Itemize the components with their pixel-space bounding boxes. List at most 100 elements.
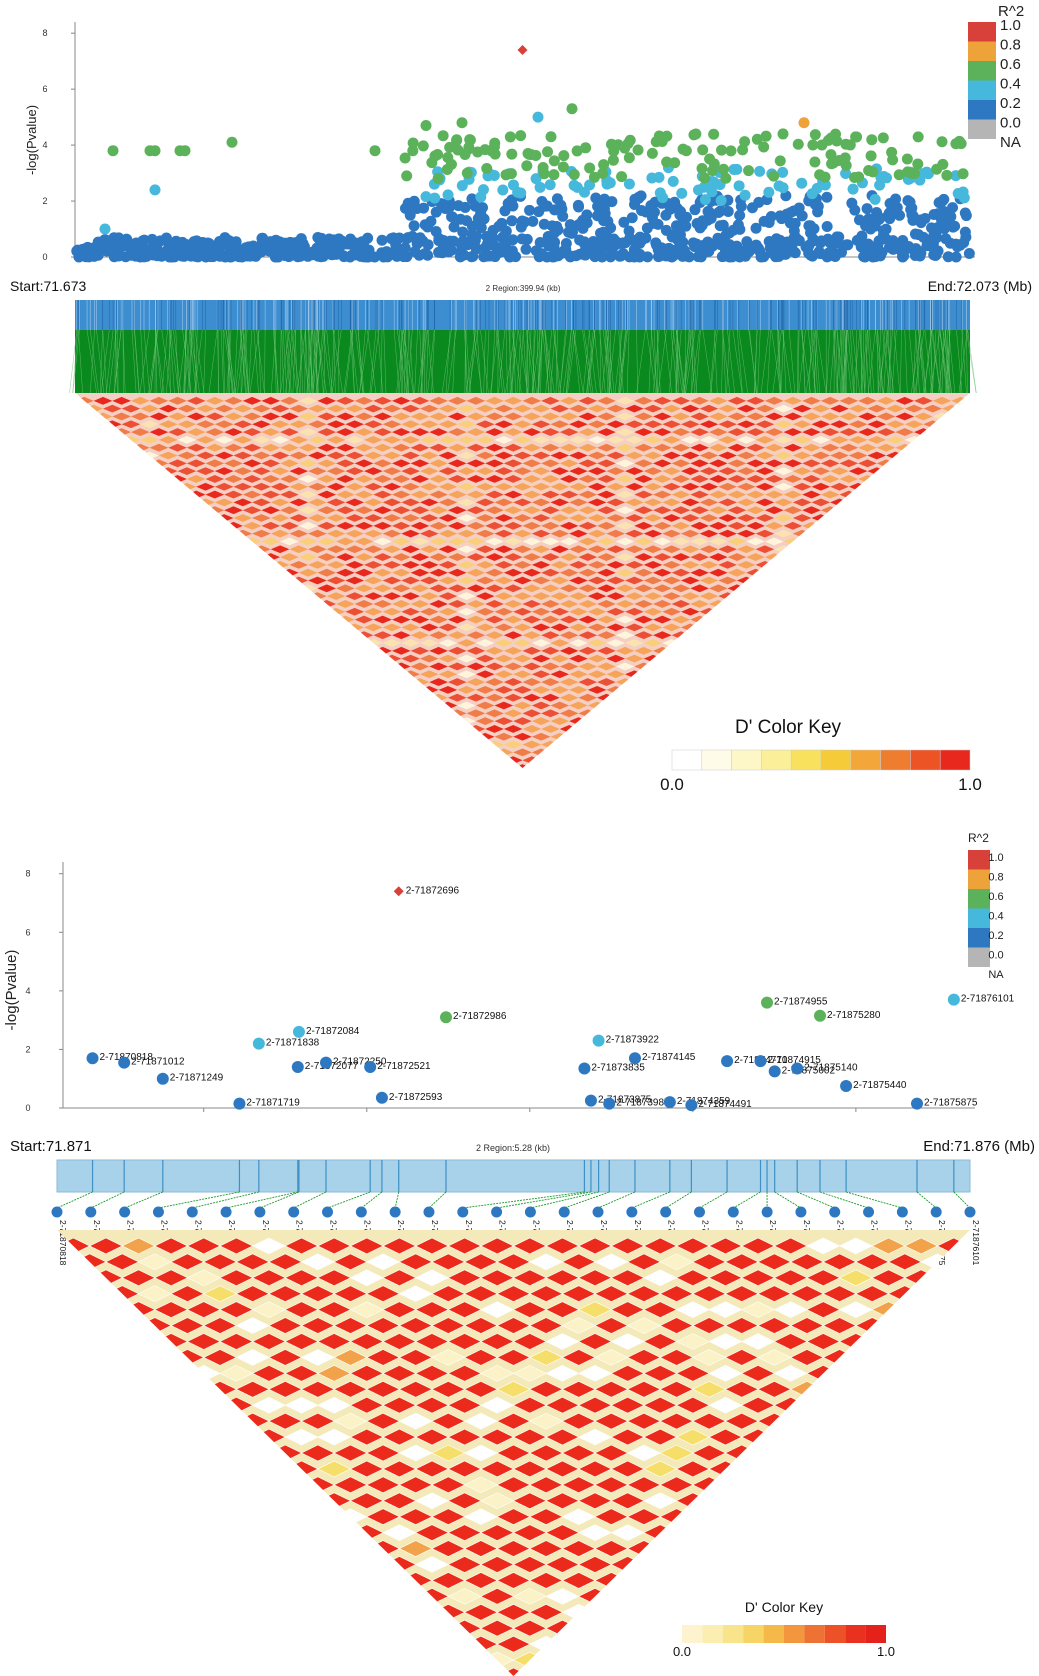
top-ld-cell — [718, 529, 737, 538]
top-ld-cell — [298, 506, 318, 515]
top-ld-cell — [606, 560, 626, 569]
top-ld-cell — [308, 560, 327, 569]
bottom-ld-cell — [675, 1269, 710, 1287]
top-snp-point — [737, 144, 749, 156]
top-ld-cell — [774, 482, 793, 491]
top-snp-point — [853, 214, 865, 226]
top-ld-cell — [317, 537, 337, 546]
top-ld-cell — [680, 607, 700, 616]
top-ld-cell — [326, 529, 346, 538]
top-ld-cell — [345, 607, 365, 616]
top-snp-band-line — [675, 329, 682, 394]
top-snp-point — [840, 167, 852, 179]
top-ld-cell — [597, 631, 616, 640]
bottom-ld-cell — [626, 1444, 661, 1462]
top-ld-cell — [401, 451, 420, 460]
top-snp-point — [494, 242, 506, 254]
top-snp-band-line — [797, 329, 800, 394]
bottom-ld-cell — [366, 1285, 401, 1303]
top-ld-cell — [569, 529, 588, 538]
bottom-ld-cell — [675, 1365, 710, 1382]
top-ld-cell — [466, 521, 486, 530]
bottom-ld-cell — [317, 1396, 352, 1414]
top-ld-cell — [718, 560, 737, 569]
top-ld-cell — [354, 600, 374, 608]
top-ld-cell — [643, 592, 663, 601]
top-snp-point — [442, 152, 454, 164]
top-snp-point — [914, 250, 926, 262]
top-snp-band-line — [958, 329, 968, 394]
top-ld-cell — [242, 412, 262, 421]
top-ld-cell — [550, 685, 570, 694]
top-ld-cell — [541, 662, 560, 671]
top-ld-cell — [513, 576, 532, 585]
top-snp-band-line — [877, 329, 884, 394]
top-ld-cell — [158, 451, 178, 460]
top-ld-cell — [606, 639, 626, 647]
bottom-ld-cell — [447, 1396, 482, 1414]
top-ld-cell — [634, 412, 654, 421]
top-ld-cell — [848, 482, 868, 491]
top-ld-cell — [261, 537, 281, 546]
top-ld-cell — [764, 443, 784, 452]
top-snp-point — [755, 251, 767, 263]
top-ld-cell — [410, 600, 430, 608]
top-ld-cell — [597, 412, 616, 421]
top-ld-cell — [224, 506, 243, 515]
top-snp-band-line — [249, 329, 260, 394]
top-ld-cell — [457, 467, 476, 476]
bottom-ld-cell — [398, 1412, 433, 1430]
bottom-ld-cell — [235, 1349, 270, 1366]
bottom-snp-connector — [530, 1191, 599, 1209]
top-ld-cell — [503, 521, 523, 530]
top-ld-cell — [354, 459, 374, 468]
top-ld-cell — [615, 631, 635, 640]
bottom-ld-cell — [235, 1380, 270, 1398]
top-ld-cell — [475, 717, 495, 726]
top-ld-cell — [578, 443, 598, 452]
top-ld-cell — [298, 443, 318, 452]
bottom-ld-cell — [610, 1492, 645, 1510]
top-snp-point — [692, 184, 704, 196]
top-snp-point — [172, 248, 184, 260]
top-y-tick-label: 0 — [42, 252, 47, 262]
top-ld-cell — [224, 459, 243, 468]
top-ld-cell — [634, 646, 654, 655]
bottom-snp-connector — [225, 1191, 298, 1209]
top-ld-key-swatch — [701, 749, 732, 771]
top-ld-cell — [783, 412, 803, 421]
top-ld-cell — [308, 545, 327, 554]
top-snp-point — [933, 197, 945, 209]
top-r2-legend-swatch — [968, 119, 996, 139]
top-snp-band-line — [102, 329, 107, 394]
bottom-ld-cell — [219, 1365, 254, 1382]
top-ld-cell — [886, 404, 905, 413]
top-snp-point — [720, 172, 732, 184]
bottom-ld-cell — [822, 1285, 857, 1303]
top-snp-band-line — [924, 329, 933, 394]
top-ld-cell — [569, 498, 588, 507]
top-snp-band-line — [526, 329, 528, 394]
top-ld-cell — [764, 396, 784, 405]
top-ld-cell — [168, 412, 187, 421]
bottom-ld-cell — [349, 1301, 384, 1318]
top-snp-point — [624, 232, 636, 244]
bottom-snp-point — [86, 1052, 99, 1065]
bottom-snp-point-label: 2-71874359 — [677, 1096, 731, 1107]
top-ld-cell — [149, 396, 169, 405]
top-ld-cell — [671, 553, 691, 561]
top-ld-cell — [559, 537, 579, 546]
top-ld-cell — [653, 490, 672, 499]
bottom-ld-cell — [463, 1572, 498, 1589]
top-ld-cell — [559, 631, 579, 640]
top-snp-band-line — [122, 329, 126, 394]
top-snp-point — [594, 236, 606, 248]
top-snp-band-line — [636, 329, 646, 394]
top-ld-cell — [438, 654, 458, 663]
top-ld-cell — [625, 467, 644, 476]
top-r2-legend-label: 0.2 — [1000, 95, 1021, 112]
top-ld-cell — [886, 420, 905, 429]
top-snp-band-line — [815, 329, 821, 394]
top-snp-point — [912, 158, 924, 170]
top-ld-cell — [848, 435, 868, 444]
